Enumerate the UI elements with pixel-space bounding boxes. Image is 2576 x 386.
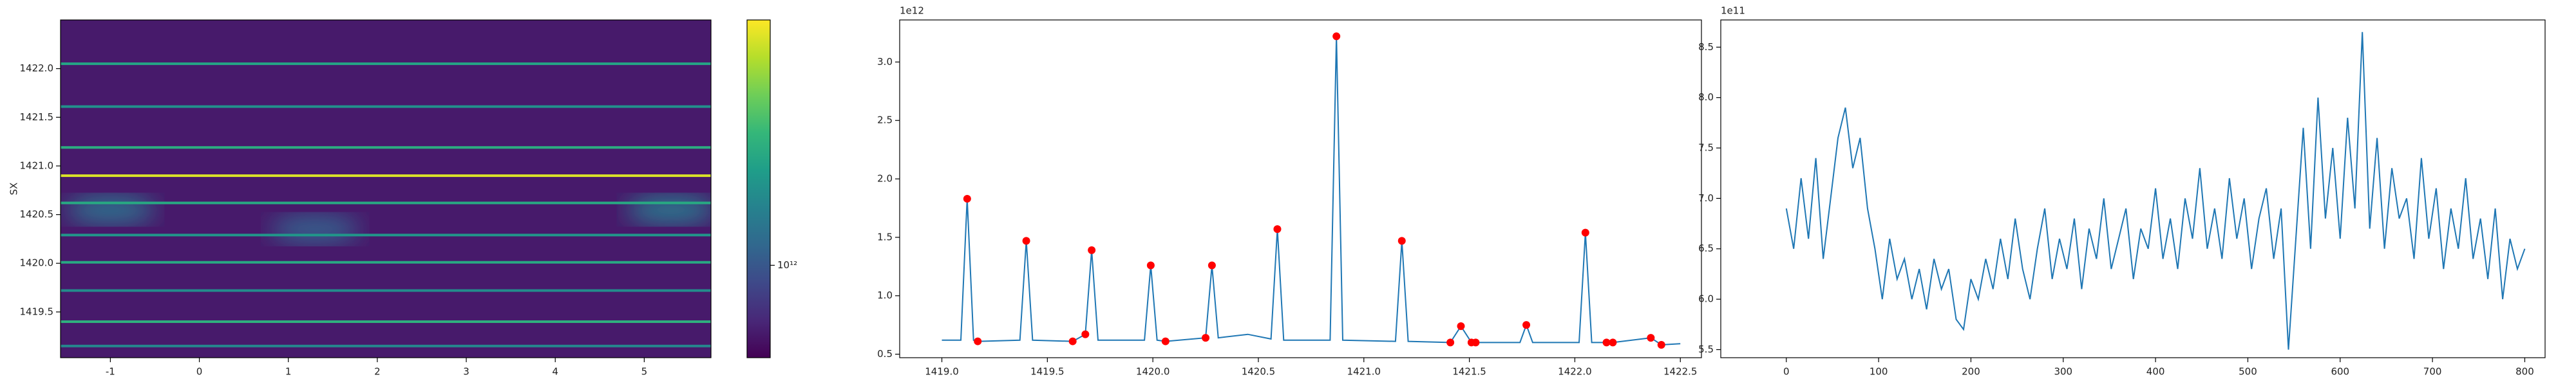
axes-frame <box>60 19 712 358</box>
x-tick-label: 5 <box>641 366 648 378</box>
heatmap-blob <box>65 196 156 225</box>
y-tick-label: 6.0 <box>1698 293 1714 305</box>
colorbar-tick-label: 10¹² <box>777 259 797 271</box>
peak-marker <box>974 337 982 345</box>
y-tick-label: 8.0 <box>1698 91 1714 103</box>
x-tick-label: 1419.0 <box>925 366 959 378</box>
heatmap-blob <box>625 196 711 225</box>
peak-marker <box>1146 261 1155 270</box>
peak-marker <box>1472 338 1480 347</box>
peak-marker <box>1273 225 1282 234</box>
peak-marker <box>1522 321 1531 329</box>
heatmap-row <box>61 234 711 237</box>
x-tick-label: 300 <box>2054 366 2072 378</box>
y-tick-label: 6.5 <box>1698 243 1714 254</box>
peak-marker <box>1161 337 1170 345</box>
peak-marker <box>1602 338 1611 347</box>
offset-label: 1e12 <box>900 5 924 17</box>
y-tick-label: 8.5 <box>1698 41 1714 53</box>
y-tick-label: 1422.0 <box>20 62 54 74</box>
y-tick-label: 1420.0 <box>20 257 54 269</box>
offset-label: 1e11 <box>1721 5 1745 17</box>
heatmap-row <box>61 261 711 264</box>
x-tick-label: 1420.0 <box>1136 366 1170 378</box>
y-tick-label: 7.0 <box>1698 192 1714 204</box>
peak-marker <box>1208 261 1216 270</box>
x-tick-label: 600 <box>2331 366 2349 378</box>
x-tick-label: -1 <box>106 366 115 378</box>
x-tick-label: 1421.0 <box>1347 366 1381 378</box>
peak-marker <box>1397 237 1406 245</box>
y-tick-label: 7.5 <box>1698 142 1714 154</box>
y-tick-label: 2.0 <box>877 173 893 185</box>
heatmap-row <box>61 344 711 347</box>
x-tick-label: 100 <box>1870 366 1888 378</box>
heatmap-blob <box>270 215 361 244</box>
x-tick-label: 1421.5 <box>1452 366 1486 378</box>
y-tick-label: 1420.5 <box>20 208 54 220</box>
y-tick-label: 0.5 <box>877 348 893 360</box>
heatmap-row <box>61 62 711 66</box>
x-tick-label: 400 <box>2146 366 2165 378</box>
x-tick-label: 1419.5 <box>1030 366 1065 378</box>
heatmap-row <box>61 146 711 149</box>
y-tick-label: 5.5 <box>1698 344 1714 355</box>
line <box>942 36 1681 346</box>
colorbar <box>746 19 771 358</box>
heatmap-row <box>61 105 711 108</box>
peak-marker <box>1657 341 1665 349</box>
x-tick-label: 500 <box>2239 366 2257 378</box>
x-tick-label: 0 <box>1783 366 1790 378</box>
heatmap-row <box>61 201 711 205</box>
axes-frame <box>899 19 1702 358</box>
y-tick-label: 1421.0 <box>20 160 54 171</box>
peak-marker <box>963 194 971 203</box>
x-tick-label: 1422.0 <box>1558 366 1592 378</box>
x-tick-label: 800 <box>2515 366 2534 378</box>
peak-marker <box>1647 334 1655 342</box>
x-tick-label: 4 <box>552 366 558 378</box>
peak-marker <box>1202 334 1210 342</box>
peak-marker <box>1581 228 1589 237</box>
x-tick-label: 2 <box>374 366 381 378</box>
x-tick-label: 1420.5 <box>1242 366 1276 378</box>
x-tick-label: 1 <box>285 366 292 378</box>
peak-marker <box>1609 338 1617 347</box>
peak-marker <box>1446 338 1455 347</box>
y-tick-label: 1421.5 <box>20 111 54 123</box>
heatmap <box>61 20 711 358</box>
x-tick-label: 3 <box>463 366 469 378</box>
heatmap-row <box>61 289 711 292</box>
heatmap-row <box>61 174 711 178</box>
y-tick-label: 3.0 <box>877 56 893 68</box>
x-tick-label: 1422.5 <box>1663 366 1698 378</box>
x-tick-label: 200 <box>1962 366 1980 378</box>
peak-marker <box>1068 337 1077 345</box>
x-tick-label: 700 <box>2423 366 2442 378</box>
y-tick-label: 1419.5 <box>20 306 54 317</box>
y-axis-label: SX <box>8 183 20 196</box>
peak-marker <box>1022 237 1030 245</box>
peak-marker <box>1457 322 1465 330</box>
heatmap-row <box>61 320 711 324</box>
y-tick-label: 1.0 <box>877 290 893 301</box>
peak-marker <box>1332 32 1341 41</box>
heatmap-background <box>61 20 711 358</box>
y-tick-label: 2.5 <box>877 115 893 126</box>
line <box>1785 32 2526 350</box>
peak-marker <box>1088 246 1096 254</box>
peak-marker <box>1081 330 1090 338</box>
y-tick-label: 1.5 <box>877 231 893 243</box>
x-tick-label: 0 <box>196 366 203 378</box>
axes-frame <box>1720 19 2546 358</box>
